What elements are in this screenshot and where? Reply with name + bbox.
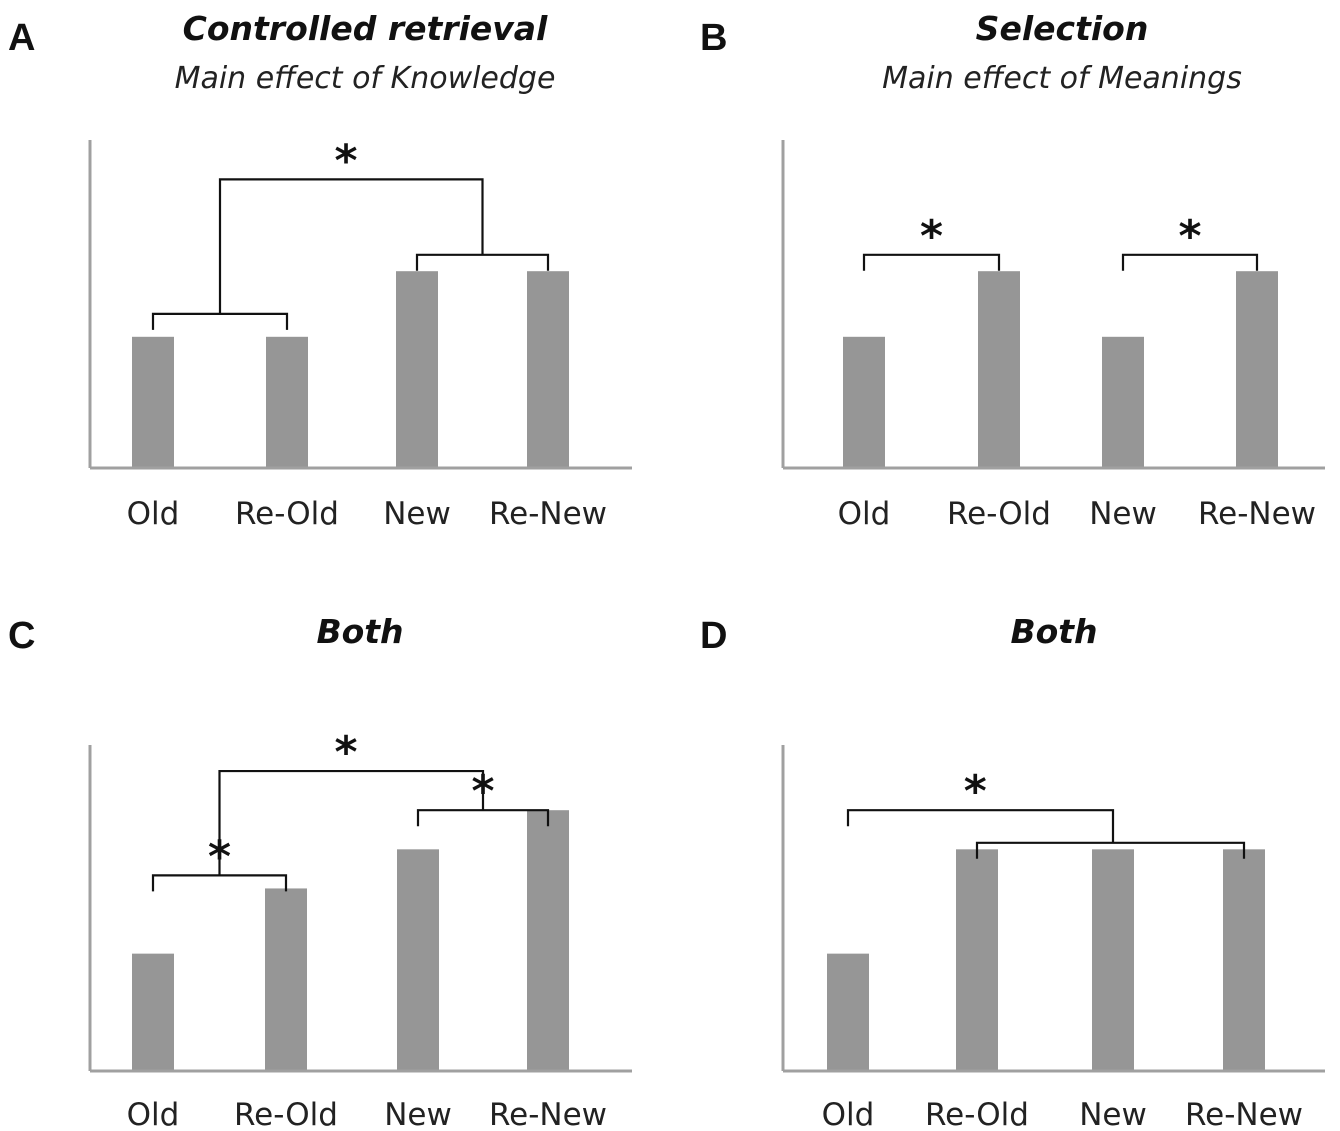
bar-new: [1102, 336, 1144, 467]
significance-bracket: [415, 253, 550, 271]
bar-re-old: [266, 336, 308, 467]
tick-label: Re-New: [489, 1097, 607, 1131]
significance-bracket: [846, 809, 1115, 843]
bar-old: [132, 953, 174, 1070]
tick-label: Old: [127, 1097, 180, 1131]
bar-new: [1092, 849, 1134, 1070]
bar-re-new: [1223, 849, 1265, 1070]
bar-re-old: [265, 888, 307, 1070]
significance-bracket: [218, 769, 485, 876]
tick-label: New: [384, 1097, 452, 1131]
tick-label: Re-Old: [234, 1097, 338, 1131]
chart-subtitle: Main effect of Meanings: [882, 61, 1242, 96]
significance-bracket: [862, 253, 1001, 271]
tick-label: New: [383, 496, 451, 532]
tick-label: Old: [127, 496, 180, 532]
significance-bracket: [151, 312, 289, 330]
significance-star: *: [1178, 211, 1201, 262]
tick-label: Re-Old: [947, 496, 1051, 532]
bar-old: [132, 336, 174, 467]
tick-label: Re-New: [489, 496, 607, 532]
bar-re-old: [956, 849, 998, 1070]
panel-a: A Controlled retrieval Main effect of Know…: [8, 9, 632, 532]
panel-label: B: [700, 17, 727, 59]
bar-old: [843, 336, 885, 467]
tick-label: New: [1089, 496, 1157, 532]
chart-title: Both: [316, 612, 403, 651]
significance-star: *: [964, 766, 987, 817]
significance-bracket: [1121, 253, 1259, 271]
significance-star: *: [334, 727, 357, 778]
panel-b: B Selection Main effect of Meanings Old Re-O…: [700, 9, 1325, 532]
significance-bracket: [218, 178, 484, 314]
panel-label: C: [8, 615, 35, 657]
bar-re-new: [1236, 271, 1278, 467]
chart-title: Controlled retrieval: [183, 9, 548, 48]
bar-re-old: [978, 271, 1020, 467]
tick-label: Re-Old: [235, 496, 339, 532]
tick-label: Re-New: [1185, 1097, 1303, 1131]
significance-bracket: [975, 841, 1246, 859]
panel-d: D Both Old Re-Old New Re-New *: [700, 612, 1325, 1131]
significance-star: *: [334, 135, 357, 186]
tick-label: Old: [822, 1097, 875, 1131]
bar-new: [396, 271, 438, 467]
panel-label: D: [700, 615, 727, 657]
chart-title: Both: [1010, 612, 1097, 651]
chart-title: Selection: [976, 9, 1149, 48]
tick-label: Re-Old: [925, 1097, 1029, 1131]
bar-new: [397, 849, 439, 1070]
significance-star: *: [920, 211, 943, 262]
chart-subtitle: Main effect of Knowledge: [175, 61, 556, 96]
tick-label: New: [1079, 1097, 1147, 1131]
tick-label: Re-New: [1198, 496, 1316, 532]
bar-re-new: [527, 271, 569, 467]
bar-old: [827, 953, 869, 1070]
bar-re-new: [527, 810, 569, 1070]
panel-label: A: [8, 17, 35, 59]
tick-label: Old: [838, 496, 891, 532]
